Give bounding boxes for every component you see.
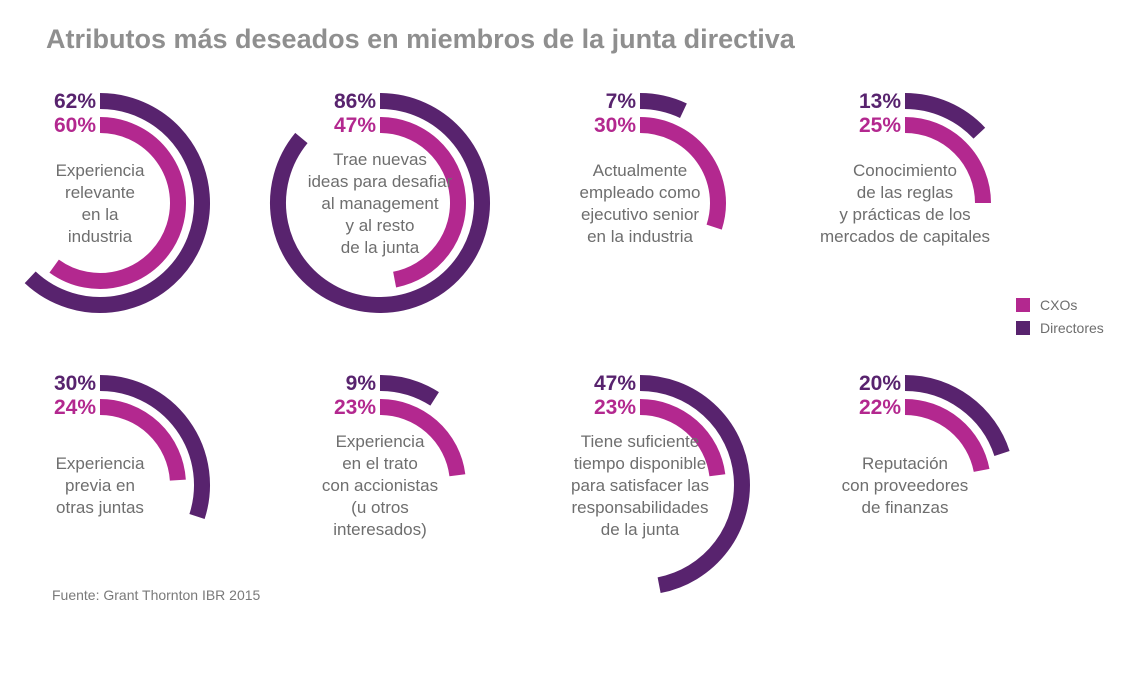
category-label: Trae nuevas ideas para desafiar al managem… <box>308 150 453 257</box>
radial-item-7: 47%23% Tiene suficiente tiempo disponible p… <box>571 372 750 594</box>
arc-cxo <box>639 117 726 230</box>
arc-cxo <box>904 399 990 473</box>
category-label-line: (u otros <box>351 498 409 517</box>
category-label-line: de la junta <box>601 520 680 539</box>
value-label-cxo: 60% <box>54 114 96 137</box>
category-label-line: industria <box>68 227 133 246</box>
value-label-directores: 47% <box>594 372 636 395</box>
value-label-cxo: 47% <box>334 114 376 137</box>
category-label-line: Reputación <box>862 454 948 473</box>
legend-swatch-directores <box>1016 321 1030 335</box>
legend-swatch-cxo <box>1016 298 1030 312</box>
category-label-line: Actualmente <box>593 161 688 180</box>
value-label-cxo: 25% <box>859 114 901 137</box>
arc-cxo <box>99 399 186 481</box>
category-label-line: para satisfacer las <box>571 476 709 495</box>
value-label-directores: 62% <box>54 90 96 113</box>
category-label-line: Trae nuevas <box>333 150 427 169</box>
arc-cxo <box>49 117 186 289</box>
category-label-line: Experiencia <box>56 161 145 180</box>
arc-directores <box>639 375 750 594</box>
category-label-line: empleado como <box>580 183 701 202</box>
category-label-line: Conocimiento <box>853 161 957 180</box>
radial-item-2: 86%47% Trae nuevas ideas para desafiar al m… <box>270 90 490 313</box>
category-label-line: al management <box>321 194 438 213</box>
radial-item-4: 13%25% Conocimiento de las reglas y práctic… <box>820 90 991 246</box>
arc-directores <box>904 375 1010 457</box>
category-label-line: con proveedores <box>842 476 969 495</box>
category-label-line: ejecutivo senior <box>581 205 699 224</box>
category-label-line: y al resto <box>346 216 415 235</box>
value-label-cxo: 24% <box>54 396 96 419</box>
category-label-line: mercados de capitales <box>820 227 990 246</box>
category-label-line: de las reglas <box>857 183 953 202</box>
legend-label-directores: Directores <box>1040 320 1104 336</box>
arc-cxo <box>379 117 467 288</box>
category-label-line: en la <box>82 205 119 224</box>
radial-item-3: 7%30% Actualmente empleado como ejecutivo s… <box>580 90 726 246</box>
value-label-cxo: 23% <box>334 396 376 419</box>
category-label-line: previa en <box>65 476 135 495</box>
value-label-directores: 30% <box>54 372 96 395</box>
arc-directores <box>379 375 439 406</box>
category-label: Experiencia previa en otras juntas <box>56 454 145 517</box>
category-label-line: otras juntas <box>56 498 144 517</box>
category-label-line: Experiencia <box>336 432 425 451</box>
arc-directores <box>904 93 986 139</box>
chart-title: Atributos más deseados en miembros de la… <box>46 24 796 54</box>
value-label-directores: 20% <box>859 372 901 395</box>
category-label-line: de finanzas <box>862 498 949 517</box>
value-label-cxo: 22% <box>859 396 901 419</box>
category-label-line: de la junta <box>341 238 420 257</box>
category-label-line: ideas para desafiar <box>308 172 453 191</box>
category-label-line: Tiene suficiente <box>581 432 699 451</box>
radial-item-5: 30%24% Experiencia previa en otras juntas <box>54 372 210 519</box>
arc-directores <box>99 375 210 519</box>
arc-directores <box>24 93 210 313</box>
radial-item-1: 62%60% Experiencia relevante en la industria <box>24 90 210 313</box>
category-label: Reputación con proveedores de finanzas <box>842 454 969 517</box>
category-label-line: relevante <box>65 183 135 202</box>
category-label-line: interesados) <box>333 520 427 539</box>
arc-directores <box>270 93 490 313</box>
category-label: Tiene suficiente tiempo disponible para sa… <box>571 432 709 539</box>
arc-cxo <box>904 117 991 204</box>
category-label-line: Experiencia <box>56 454 145 473</box>
category-label: Experiencia relevante en la industria <box>56 161 145 246</box>
arc-cxo <box>379 399 466 477</box>
category-label-line: y prácticas de los <box>839 205 970 224</box>
radial-item-8: 20%22% Reputación con proveedores de finanz… <box>842 372 1010 517</box>
category-label-line: tiempo disponible <box>574 454 706 473</box>
source-note: Fuente: Grant Thornton IBR 2015 <box>52 587 261 603</box>
category-label: Conocimiento de las reglas y prácticas de … <box>820 161 990 246</box>
category-label-line: en el trato <box>342 454 418 473</box>
value-label-cxo: 23% <box>594 396 636 419</box>
value-label-directores: 86% <box>334 90 376 113</box>
arc-directores <box>639 93 687 119</box>
value-label-directores: 7% <box>606 90 637 113</box>
value-label-directores: 13% <box>859 90 901 113</box>
value-label-cxo: 30% <box>594 114 636 137</box>
category-label: Actualmente empleado como ejecutivo senior… <box>580 161 701 246</box>
radial-item-6: 9%23% Experiencia en el trato con accionist… <box>322 372 466 539</box>
category-label: Experiencia en el trato con accionistas (u … <box>322 432 438 539</box>
arc-cxo <box>639 399 726 477</box>
value-label-directores: 9% <box>346 372 377 395</box>
legend-label-cxo: CXOs <box>1040 297 1077 313</box>
category-label-line: con accionistas <box>322 476 438 495</box>
category-label-line: en la industria <box>587 227 693 246</box>
category-label-line: responsabilidades <box>571 498 708 517</box>
legend: CXOs Directores <box>1016 297 1104 336</box>
charts-layer: 62%60% Experiencia relevante en la industria… <box>24 90 1010 594</box>
